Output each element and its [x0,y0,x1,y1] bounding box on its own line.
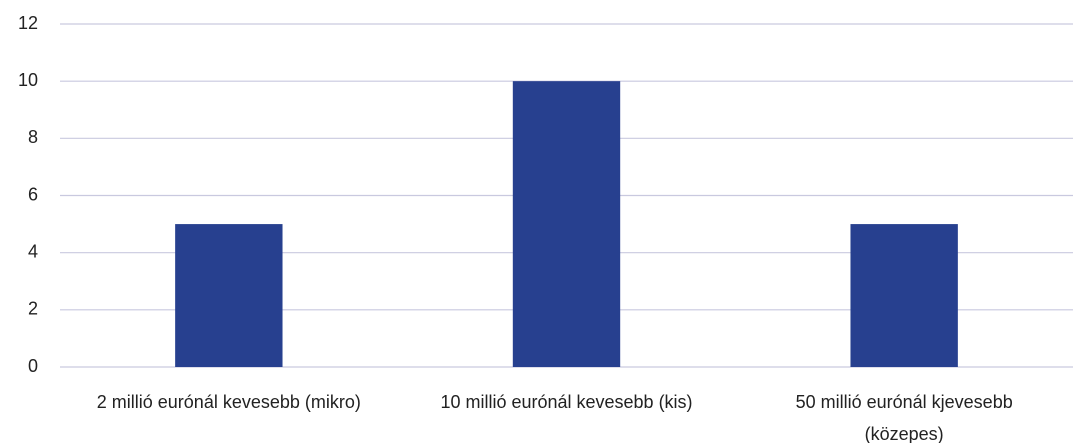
y-tick-label: 8 [28,127,38,147]
y-tick-label: 0 [28,356,38,376]
y-tick-label: 12 [18,13,38,33]
y-tick-label: 10 [18,70,38,90]
bar [850,224,958,367]
bar [175,224,283,367]
y-tick-label: 6 [28,184,38,204]
bar [512,81,621,368]
x-tick-label: 10 millió eurónál kevesebb (kis) [440,392,693,412]
y-tick-label: 4 [28,241,38,261]
x-tick-label: 2 millió eurónál kevesebb (mikro) [96,392,361,412]
y-tick-label: 2 [28,299,38,319]
x-tick-label: 50 millió eurónál kjevesebb (közepes) [795,392,1013,443]
